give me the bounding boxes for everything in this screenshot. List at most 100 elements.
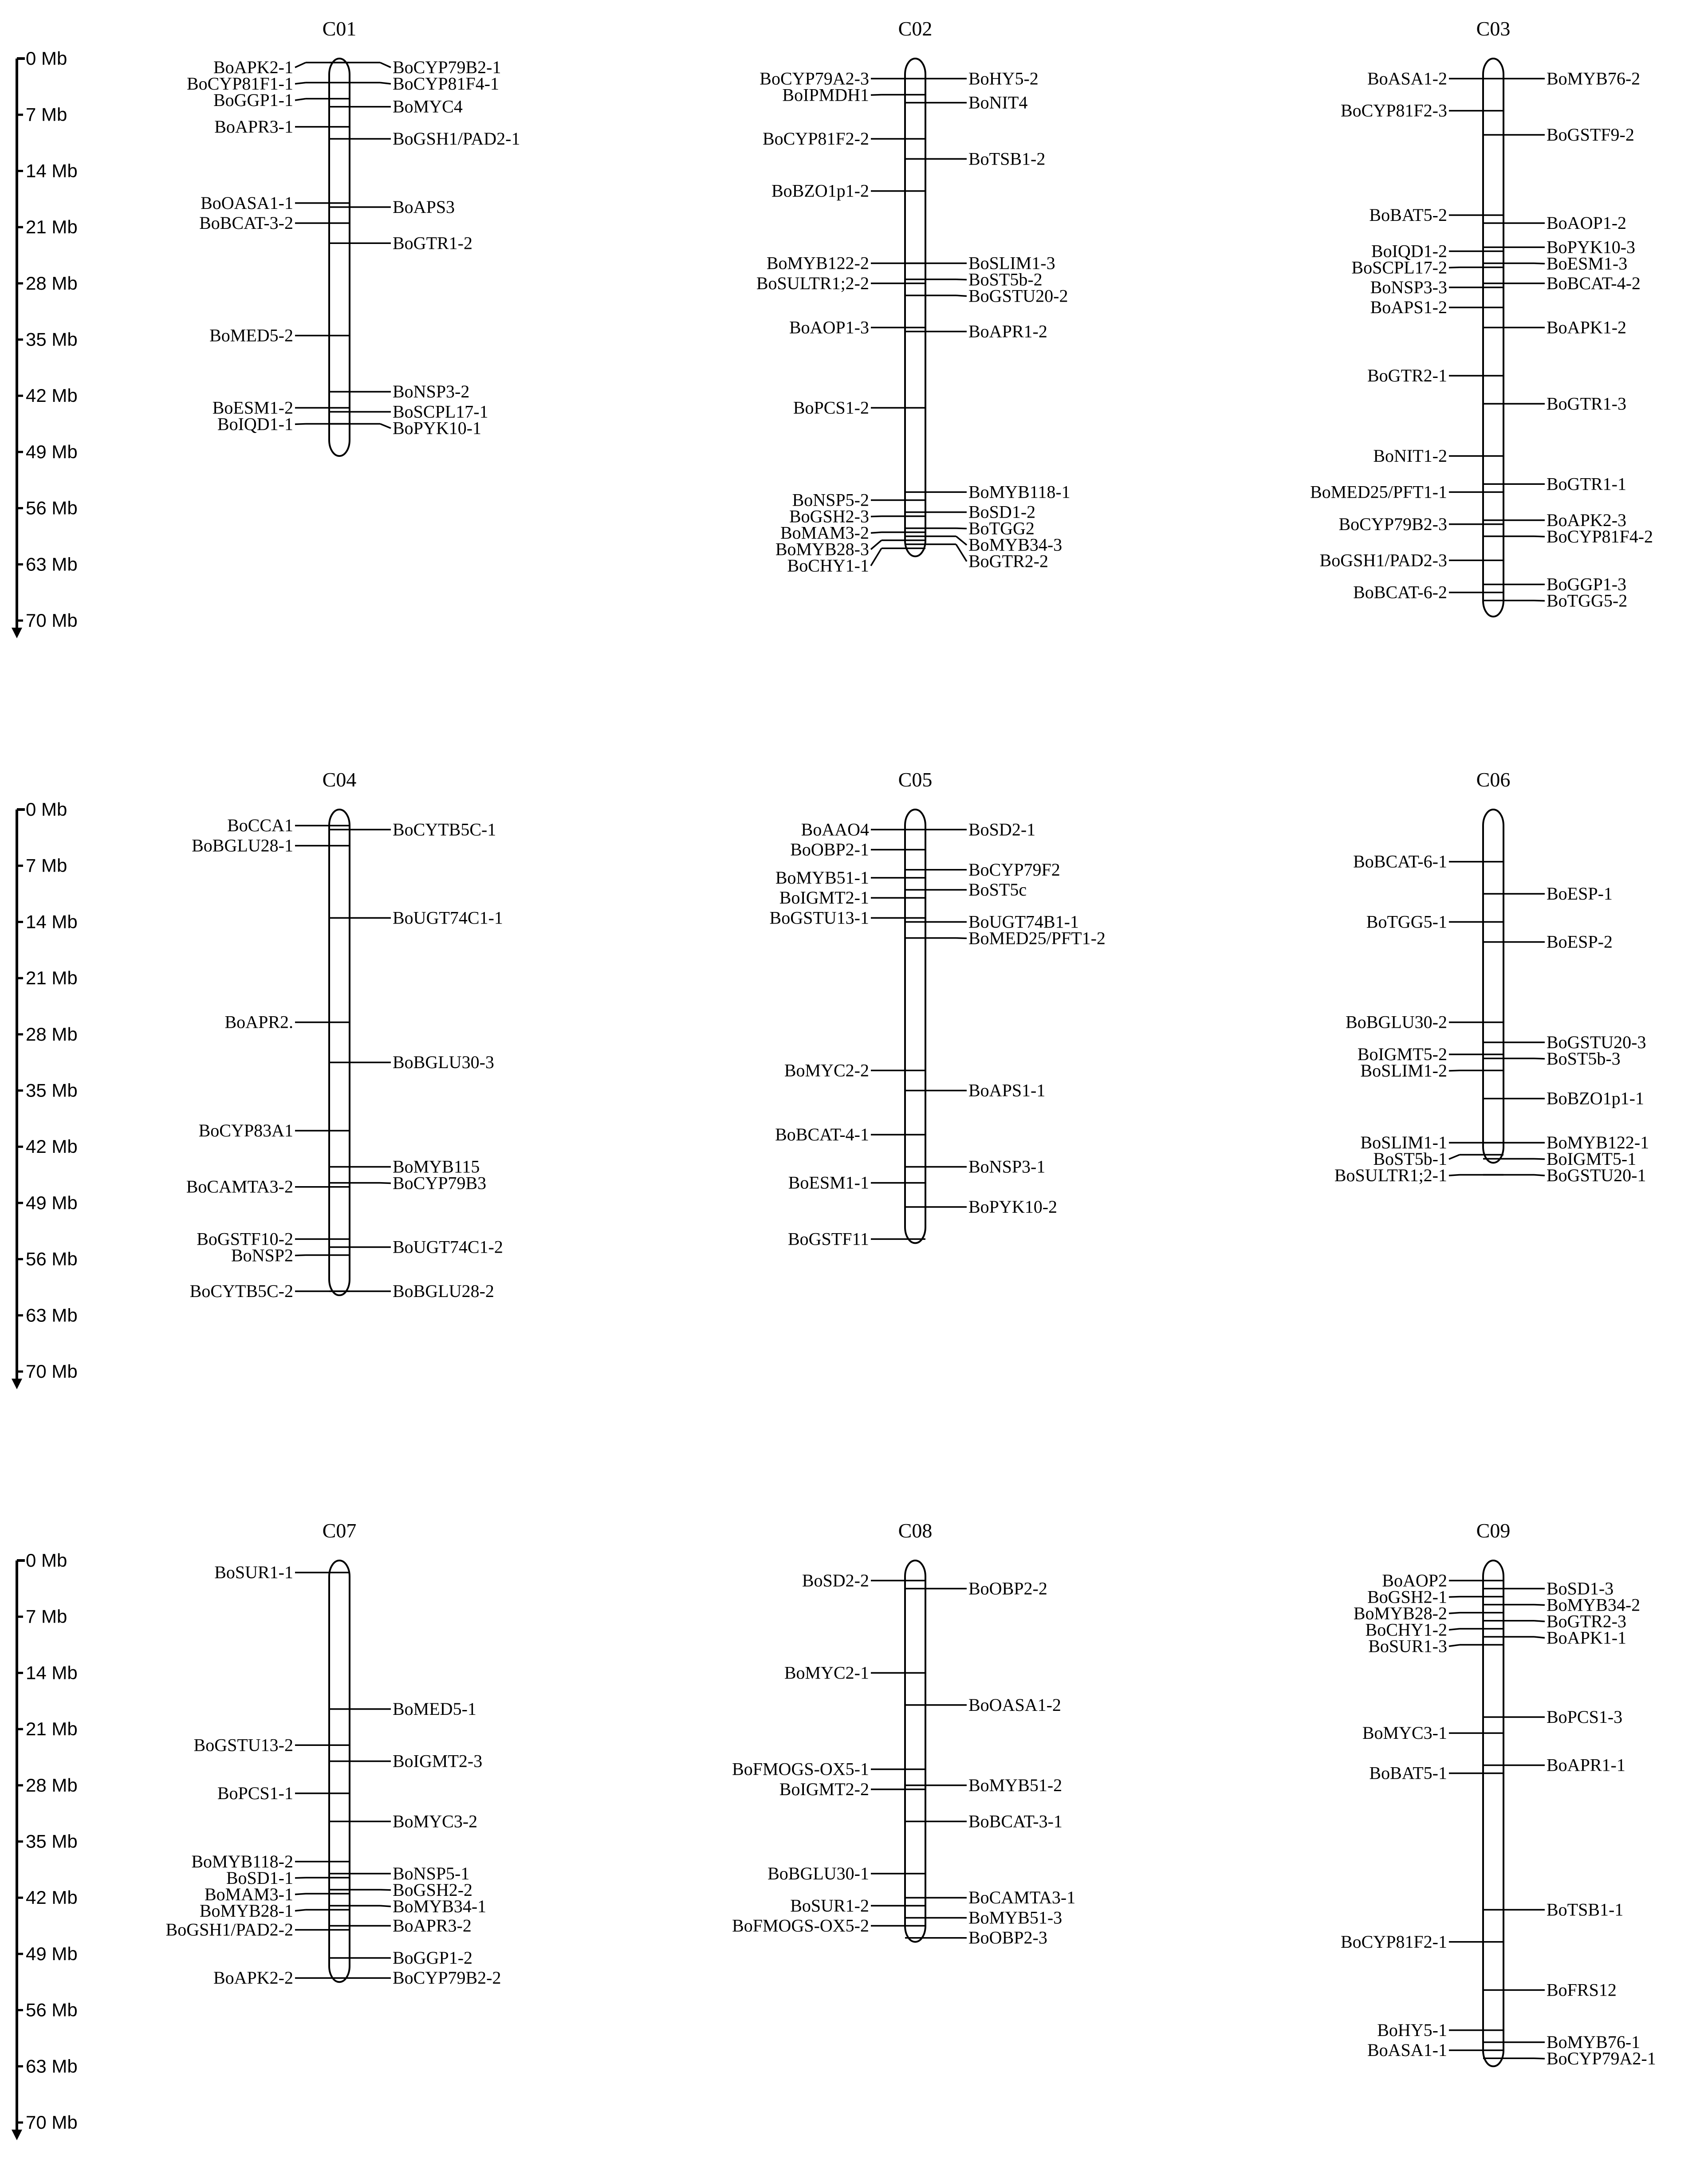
- scale-tick-label: 35 Mb: [26, 1080, 78, 1101]
- chromosome-body: [904, 1560, 926, 1943]
- gene-label: BoGSTU20-3: [1547, 1032, 1646, 1052]
- scale-tick-label: 7 Mb: [26, 1606, 67, 1627]
- scale-tick-label: 63 Mb: [26, 554, 78, 574]
- gene-label: BoCYP81F4-2: [1547, 527, 1653, 546]
- gene-label: BoSD2-1: [968, 819, 1035, 839]
- marker-connector: [1534, 1636, 1545, 1639]
- chromosome-body: [328, 1560, 350, 1983]
- scale-tick-label: 14 Mb: [26, 1662, 78, 1683]
- gene-label: BoGGP1-2: [393, 1948, 472, 1968]
- gene-label: BoMYC3-1: [1362, 1723, 1447, 1743]
- gene-label: BoGTR1-1: [1547, 474, 1626, 494]
- gene-label: BoGSH2-2: [393, 1880, 472, 1900]
- gene-label: BoBAT5-2: [1369, 205, 1447, 225]
- gene-label: BoGSH1/PAD2-1: [393, 129, 520, 149]
- gene-label: BoGSH1/PAD2-2: [166, 1920, 293, 1940]
- gene-label: BoCYP81F4-1: [393, 74, 499, 94]
- gene-label: BoUGT74B1-1: [968, 912, 1079, 932]
- scale-tick-label: 21 Mb: [26, 967, 78, 988]
- scale-tick-label: 49 Mb: [26, 1192, 78, 1213]
- chromosome-body: [328, 809, 350, 1297]
- gene-label: BoBGLU30-2: [1346, 1012, 1447, 1032]
- gene-label: BoESM1-1: [788, 1173, 869, 1193]
- gene-label: BoMYB122-2: [767, 253, 869, 273]
- gene-label: BoGSH2-1: [1367, 1587, 1447, 1607]
- gene-label: BoASA1-2: [1367, 68, 1447, 88]
- scale-tick-label: 21 Mb: [26, 216, 78, 237]
- marker-connector: [955, 535, 968, 546]
- gene-label: BoGTR1-2: [393, 233, 472, 253]
- gene-label: BoSCPL17-1: [393, 401, 488, 421]
- gene-label: BoSULTR1;2-2: [756, 273, 869, 293]
- gene-label: BoBGLU28-2: [393, 1281, 494, 1301]
- gene-label: BoMYC3-2: [393, 1811, 477, 1831]
- gene-label: BoBZO1p1-1: [1547, 1089, 1644, 1108]
- gene-label: BoCAMTA3-1: [968, 1887, 1075, 1907]
- gene-label: BoGSTF10-2: [197, 1229, 293, 1249]
- gene-label: BoAPK2-3: [1547, 510, 1626, 530]
- gene-label: BoNIT4: [968, 93, 1027, 113]
- scale-tick-label: 14 Mb: [26, 160, 78, 181]
- scale-tick-label: 35 Mb: [26, 329, 78, 350]
- marker-connector: [955, 544, 968, 562]
- gene-label: BoSULTR1;2-1: [1334, 1165, 1447, 1185]
- chromosome-body: [904, 58, 926, 558]
- gene-label: BoSD1-3: [1547, 1578, 1614, 1598]
- gene-label: BoMYB28-2: [1354, 1603, 1447, 1623]
- scale-tick-label: 28 Mb: [26, 1024, 78, 1045]
- gene-label: BoBCAT-4-1: [775, 1124, 869, 1144]
- gene-label: BoSUR1-1: [214, 1562, 293, 1582]
- gene-label: BoNSP5-1: [393, 1863, 469, 1883]
- gene-label: BoAPR1-1: [1547, 1755, 1625, 1775]
- gene-label: BoTSB1-2: [968, 149, 1045, 169]
- gene-label: BoTGG5-2: [1547, 591, 1627, 611]
- gene-label: BoBGLU30-1: [767, 1863, 869, 1883]
- scale-tick-label: 7 Mb: [26, 104, 67, 125]
- chromosome-title: C03: [1476, 17, 1511, 40]
- gene-label: BoOBP2-2: [968, 1578, 1047, 1598]
- scale-tick-label: 56 Mb: [26, 498, 78, 519]
- chromosome-body: [1482, 809, 1504, 1164]
- gene-label: BoMYB28-3: [775, 539, 869, 559]
- gene-label: BoBCAT-3-1: [968, 1811, 1063, 1831]
- gene-label: BoTGG5-1: [1366, 912, 1447, 932]
- gene-label: BoGTR2-1: [1367, 366, 1447, 385]
- chromosome-title: C09: [1476, 1519, 1511, 1542]
- gene-label: BoOBP2-1: [790, 840, 869, 860]
- gene-label: BoST5b-2: [968, 270, 1043, 290]
- gene-label: BoSD1-2: [968, 502, 1035, 522]
- marker-connector: [870, 515, 882, 518]
- gene-label: BoMYB76-1: [1547, 2032, 1640, 2052]
- scale-tick-label: 35 Mb: [26, 1831, 78, 1852]
- gene-label: BoSCPL17-2: [1351, 257, 1447, 277]
- gene-label: BoGTR1-3: [1547, 393, 1626, 413]
- gene-label: BoCCA1: [227, 815, 293, 835]
- chromosome-title: C07: [323, 1519, 357, 1542]
- marker-connector: [295, 423, 306, 425]
- gene-label: BoSUR1-2: [790, 1895, 869, 1915]
- chromosome-title: C08: [898, 1519, 933, 1542]
- marker-connector: [1448, 1069, 1460, 1072]
- marker-connector: [1534, 262, 1545, 265]
- gene-label: BoGSTF9-2: [1547, 125, 1634, 145]
- gene-label: BoMYB76-2: [1547, 68, 1640, 88]
- gene-label: BoIGMT2-1: [779, 888, 869, 908]
- scale-tick-label: 28 Mb: [26, 273, 78, 294]
- gene-label: BoAPR2.: [225, 1012, 294, 1032]
- gene-label: BoMAM3-1: [205, 1884, 293, 1904]
- gene-label: BoNIT1-2: [1373, 446, 1447, 466]
- marker-connector: [1448, 1154, 1460, 1160]
- gene-label: BoSD1-1: [226, 1868, 293, 1888]
- gene-label: BoGSH2-3: [789, 507, 869, 527]
- gene-label: BoGSTU13-2: [194, 1735, 293, 1755]
- gene-label: BoASA1-1: [1367, 2040, 1447, 2060]
- marker-connector: [1448, 1596, 1460, 1598]
- marker-connector: [380, 62, 391, 68]
- scale-tick-label: 49 Mb: [26, 1943, 78, 1964]
- gene-label: BoCYP79B3: [393, 1173, 486, 1193]
- gene-label: BoNSP3-2: [393, 381, 469, 401]
- gene-label: BoMYB51-2: [968, 1775, 1062, 1795]
- scale-tick-label: 21 Mb: [26, 1718, 78, 1739]
- gene-label: BoIGMT5-1: [1547, 1149, 1636, 1169]
- gene-label: BoIGMT2-3: [393, 1751, 482, 1771]
